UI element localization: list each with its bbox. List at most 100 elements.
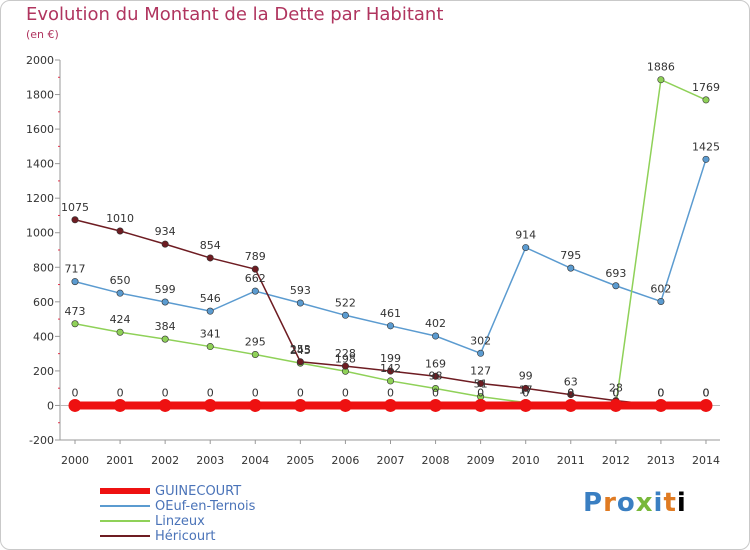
data-label: 169 bbox=[425, 357, 446, 370]
data-label: 245 bbox=[290, 344, 311, 357]
data-label: 142 bbox=[380, 362, 401, 375]
data-point bbox=[386, 377, 394, 385]
data-label: 0 bbox=[522, 386, 529, 399]
y-tick-label: 400 bbox=[33, 330, 54, 343]
chart-subtitle: (en €) bbox=[26, 28, 59, 41]
legend-item-oeuf-en-ternois: OEuf-en-Ternois bbox=[100, 499, 360, 514]
data-point bbox=[161, 298, 169, 306]
data-point bbox=[657, 297, 665, 305]
data-point bbox=[522, 384, 530, 392]
data-point bbox=[386, 322, 394, 330]
data-point bbox=[522, 244, 530, 252]
legend-label-hericourt: Héricourt bbox=[155, 529, 216, 544]
data-point bbox=[338, 398, 352, 412]
data-point bbox=[71, 216, 79, 224]
data-point bbox=[702, 96, 710, 104]
data-label: 934 bbox=[155, 225, 176, 238]
data-point bbox=[68, 398, 82, 412]
data-point bbox=[657, 76, 665, 84]
data-label: 0 bbox=[387, 386, 394, 399]
data-label: 198 bbox=[335, 352, 356, 365]
data-label: 546 bbox=[200, 292, 221, 305]
x-tick-label: 2007 bbox=[376, 454, 404, 467]
data-point bbox=[699, 398, 713, 412]
legend-swatch-hericourt bbox=[100, 535, 150, 537]
data-label: 0 bbox=[477, 386, 484, 399]
data-label: 17 bbox=[519, 384, 533, 397]
data-point bbox=[612, 282, 620, 290]
x-tick-label: 2004 bbox=[241, 454, 269, 467]
y-tick-label: 1600 bbox=[26, 123, 54, 136]
data-label: 28 bbox=[609, 382, 623, 395]
data-label: 593 bbox=[290, 284, 311, 297]
legend-swatch-guinecourt bbox=[100, 488, 150, 494]
x-tick-label: 2006 bbox=[331, 454, 359, 467]
data-labels: 717 650 599 546 662 593 522 461 402 302 914 795 693 6… bbox=[61, 61, 720, 400]
data-point bbox=[432, 332, 440, 340]
data-point bbox=[567, 264, 575, 272]
y-tick-label: 200 bbox=[33, 365, 54, 378]
data-label: 1769 bbox=[692, 81, 720, 94]
data-point bbox=[474, 398, 488, 412]
data-label: 693 bbox=[605, 267, 626, 280]
data-point bbox=[654, 398, 668, 412]
data-label: 717 bbox=[65, 263, 86, 276]
data-label: 0 bbox=[657, 386, 664, 399]
data-label: 599 bbox=[155, 283, 176, 296]
data-point bbox=[429, 398, 443, 412]
data-point bbox=[113, 398, 127, 412]
data-label: 0 bbox=[702, 386, 709, 399]
data-label: 0 bbox=[567, 386, 574, 399]
x-tick-label: 2014 bbox=[692, 454, 720, 467]
data-label: 789 bbox=[245, 250, 266, 263]
x-tick-label: 2011 bbox=[557, 454, 585, 467]
data-point bbox=[248, 398, 262, 412]
data-label: 0 bbox=[702, 386, 709, 399]
legend-label-guinecourt: GUINECOURT bbox=[155, 484, 242, 499]
data-point bbox=[432, 372, 440, 380]
data-label: 0 bbox=[162, 386, 169, 399]
legend-swatch-oeuf-en-ternois bbox=[100, 505, 150, 507]
data-label: 51 bbox=[474, 378, 488, 391]
data-label: 522 bbox=[335, 296, 356, 309]
data-label: 98 bbox=[429, 370, 443, 383]
axes: -200020040060080010001200140016001800200… bbox=[26, 54, 720, 467]
data-point bbox=[158, 398, 172, 412]
data-point bbox=[251, 287, 259, 295]
x-tick-label: 2010 bbox=[512, 454, 540, 467]
data-label: 199 bbox=[380, 352, 401, 365]
data-point bbox=[341, 362, 349, 370]
x-tick-label: 2005 bbox=[286, 454, 314, 467]
data-label: 295 bbox=[245, 336, 266, 349]
data-point bbox=[251, 265, 259, 273]
y-tick-label: -200 bbox=[29, 434, 54, 447]
y-tick-label: 1200 bbox=[26, 192, 54, 205]
data-label: 0 bbox=[567, 386, 574, 399]
x-tick-label: 2008 bbox=[422, 454, 450, 467]
legend-item-guinecourt: GUINECOURT bbox=[100, 484, 360, 499]
data-point bbox=[71, 320, 79, 328]
data-point bbox=[383, 398, 397, 412]
data-point bbox=[296, 299, 304, 307]
legend-item-hericourt: Héricourt bbox=[100, 529, 360, 544]
data-label: 461 bbox=[380, 307, 401, 320]
x-tick-label: 2003 bbox=[196, 454, 224, 467]
data-label: 0 bbox=[342, 386, 349, 399]
data-point bbox=[296, 358, 304, 366]
y-tick-label: 1400 bbox=[26, 158, 54, 171]
data-point bbox=[116, 227, 124, 235]
data-label: 341 bbox=[200, 328, 221, 341]
y-tick-label: 600 bbox=[33, 296, 54, 309]
data-point bbox=[432, 385, 440, 393]
data-label: 1886 bbox=[647, 61, 675, 74]
data-label: 602 bbox=[650, 282, 671, 295]
data-point bbox=[702, 155, 710, 163]
y-tick-label: 1000 bbox=[26, 227, 54, 240]
x-tick-label: 2009 bbox=[467, 454, 495, 467]
data-point bbox=[206, 254, 214, 262]
data-label: 99 bbox=[519, 369, 533, 382]
data-label: 0 bbox=[117, 386, 124, 399]
data-label: 1425 bbox=[692, 140, 720, 153]
data-point bbox=[341, 311, 349, 319]
